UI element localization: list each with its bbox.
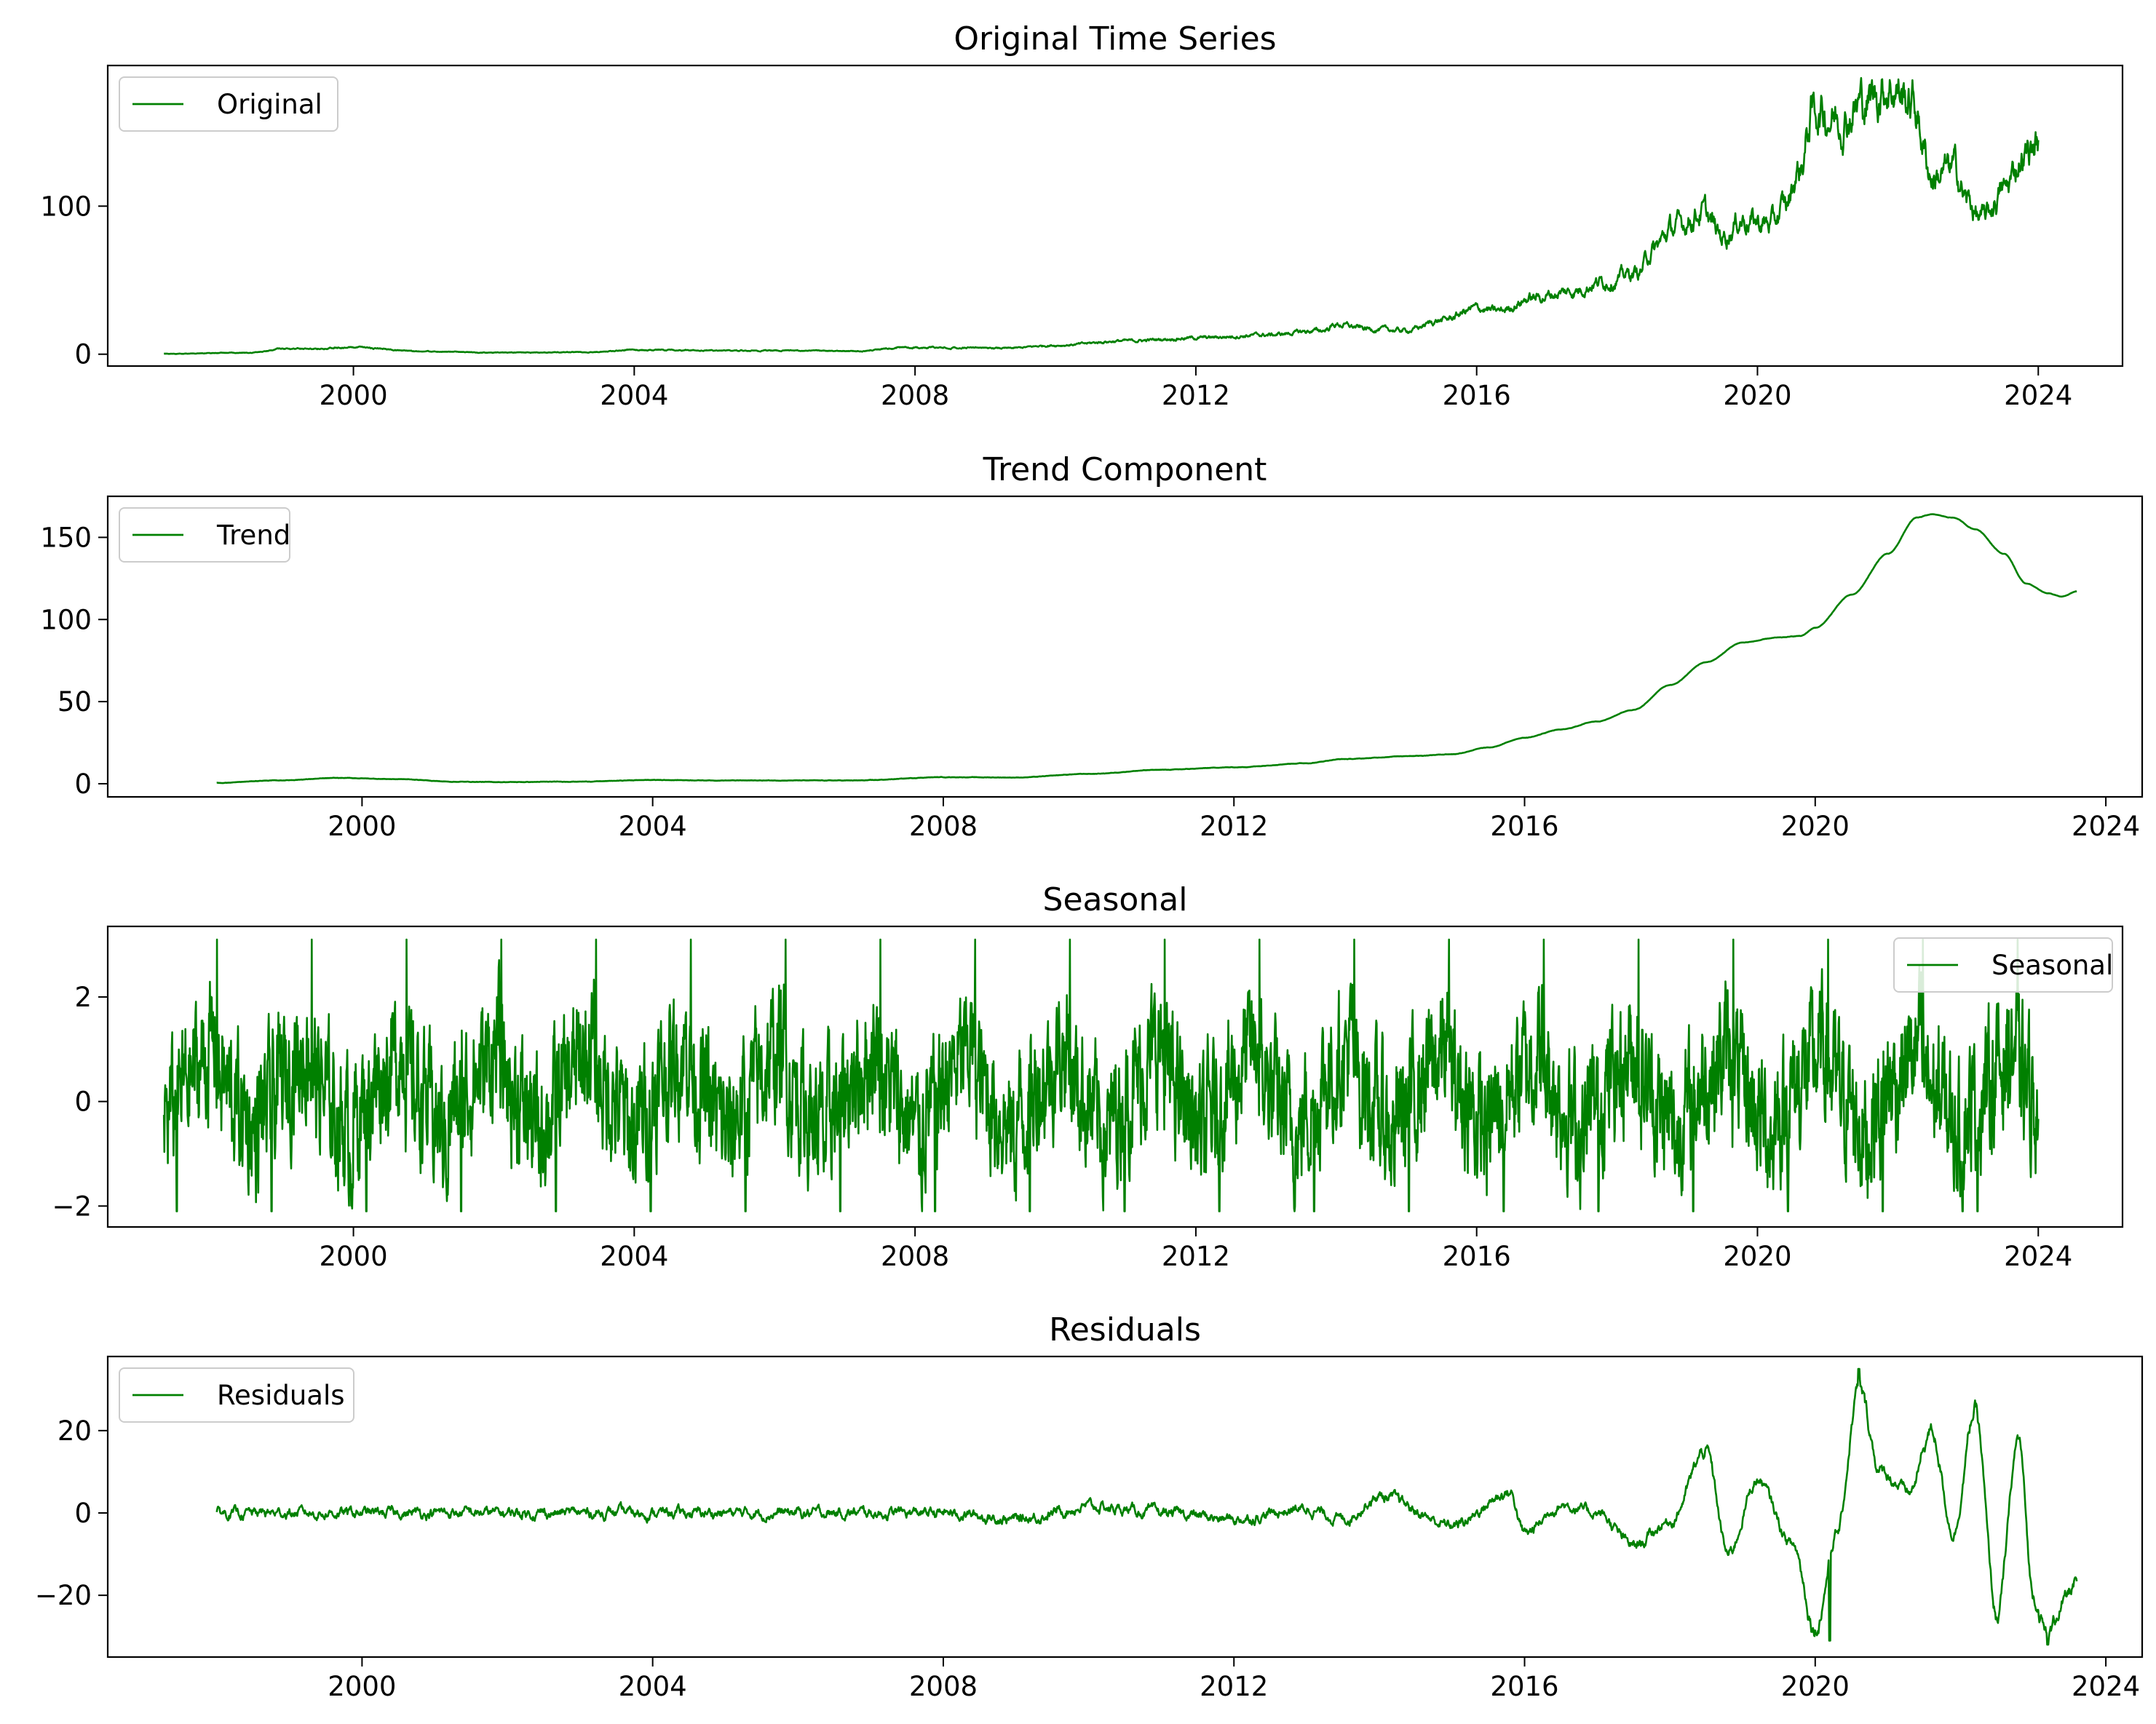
- y-tick-label: −2: [52, 1191, 92, 1222]
- legend: Residuals: [119, 1367, 354, 1423]
- y-tick-label: 0: [74, 1087, 92, 1118]
- x-tick-label: 2004: [619, 1671, 687, 1702]
- legend-label: Seasonal: [1991, 950, 2113, 981]
- y-tick-label: 50: [58, 686, 92, 718]
- panel-title: Original Time Series: [954, 20, 1276, 57]
- legend-label: Residuals: [217, 1380, 345, 1411]
- x-tick-label: 2012: [1162, 1241, 1230, 1272]
- y-tick-label: 100: [40, 604, 92, 635]
- y-tick-label: 20: [58, 1415, 92, 1447]
- panel-title: Seasonal: [1043, 881, 1188, 918]
- y-tick-label: 0: [74, 768, 92, 800]
- x-tick-label: 2024: [2004, 1241, 2072, 1272]
- x-tick-label: 2016: [1443, 380, 1511, 411]
- legend-box: [1893, 937, 2113, 993]
- x-tick-label: 2012: [1200, 1671, 1268, 1702]
- x-tick-label: 2020: [1781, 1671, 1850, 1702]
- x-tick-label: 2024: [2004, 380, 2072, 411]
- y-tick-label: 0: [74, 339, 92, 370]
- x-tick-label: 2004: [619, 811, 687, 842]
- x-tick-label: 2012: [1200, 811, 1268, 842]
- y-tick-label: 150: [40, 522, 92, 553]
- x-tick-label: 2004: [600, 1241, 668, 1272]
- y-tick-label: 0: [74, 1498, 92, 1529]
- x-tick-label: 2004: [600, 380, 668, 411]
- legend-box: [119, 76, 338, 132]
- axes-frame: [106, 1355, 2144, 1659]
- legend-label: Trend: [216, 520, 290, 551]
- x-tick-label: 2024: [2072, 1671, 2140, 1702]
- legend-label: Original: [217, 89, 322, 120]
- x-tick-label: 2000: [319, 1241, 387, 1272]
- y-tick-label: 2: [74, 982, 92, 1013]
- x-tick-label: 2000: [328, 1671, 396, 1702]
- y-tick-label: 100: [40, 191, 92, 222]
- panel-2: Trend Component 2000 2004 2008 2012 2016 2020 2…: [40, 451, 2144, 842]
- legend-box: [119, 1367, 354, 1423]
- x-tick-label: 2024: [2072, 811, 2140, 842]
- panel-3: Seasonal 2000 2004 2008 2012 2016 2020 2024 −2 0 2…: [52, 881, 2124, 1272]
- x-tick-label: 2012: [1162, 380, 1230, 411]
- x-tick-label: 2008: [909, 811, 978, 842]
- axes-frame: [106, 64, 2124, 368]
- x-tick-label: 2008: [881, 380, 949, 411]
- series-line-original: [163, 76, 2040, 355]
- series-line-trend: [216, 513, 2077, 784]
- y-tick-label: −20: [35, 1580, 92, 1611]
- series-line-residuals: [215, 1367, 2078, 1646]
- x-tick-label: 2016: [1490, 1671, 1558, 1702]
- x-tick-label: 2020: [1781, 811, 1850, 842]
- x-tick-label: 2020: [1723, 380, 1791, 411]
- panel-1: Original Time Series 2000 2004 2008 2012 2016…: [40, 20, 2124, 411]
- legend: Trend: [119, 507, 290, 563]
- panel-title: Residuals: [1049, 1311, 1201, 1348]
- legend-box: [119, 507, 290, 563]
- x-tick-label: 2016: [1490, 811, 1558, 842]
- legend: Seasonal: [1893, 937, 2113, 993]
- x-tick-label: 2008: [909, 1671, 978, 1702]
- axes-frame: [106, 925, 2124, 1228]
- panel-title: Trend Component: [983, 451, 1267, 488]
- series-line-seasonal: [162, 938, 2040, 1212]
- x-tick-label: 2008: [881, 1241, 949, 1272]
- x-tick-label: 2000: [328, 811, 396, 842]
- legend: Original: [119, 76, 338, 132]
- x-tick-label: 2000: [319, 380, 387, 411]
- panel-4: Residuals 2000 2004 2008 2012 2016 2020 2024 −20…: [35, 1311, 2144, 1702]
- x-tick-label: 2020: [1723, 1241, 1791, 1272]
- x-tick-label: 2016: [1443, 1241, 1511, 1272]
- axes-frame: [106, 495, 2144, 798]
